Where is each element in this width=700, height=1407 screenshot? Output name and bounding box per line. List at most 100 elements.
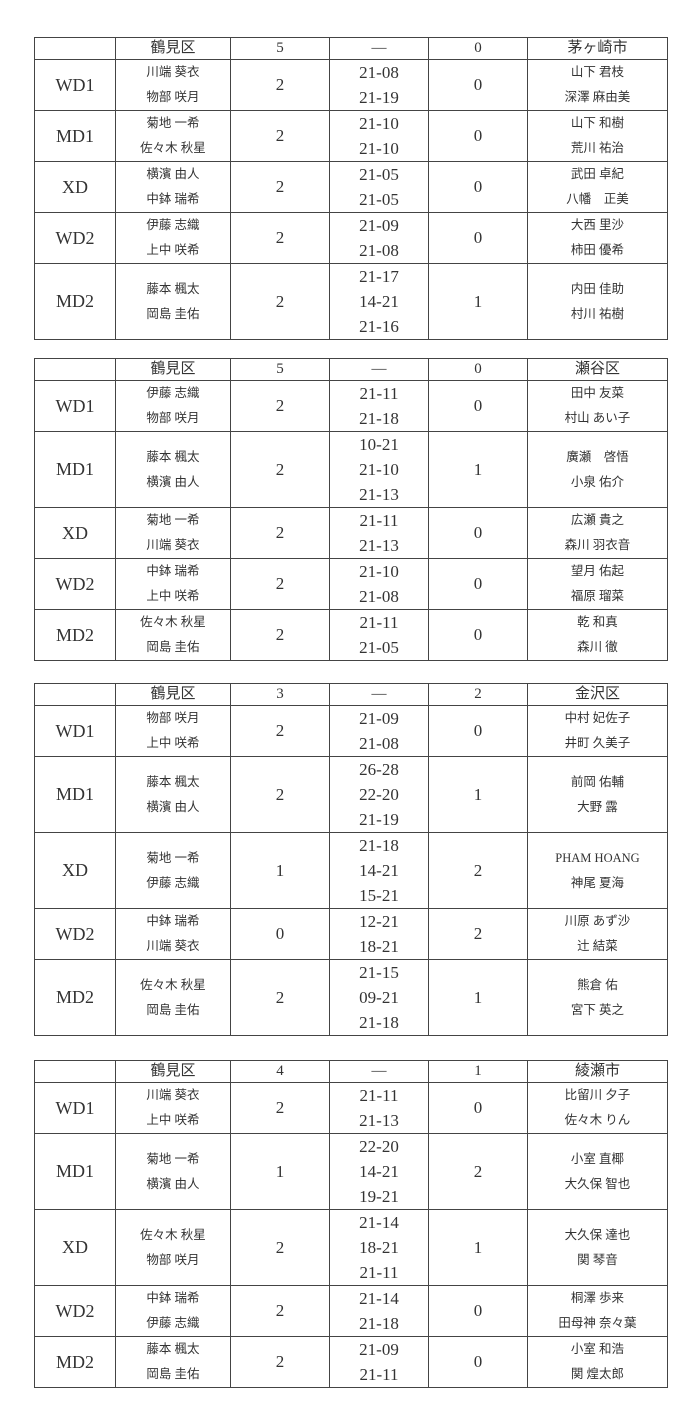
home-games-won: 2 <box>230 212 330 264</box>
player-name: 中鉢 瑞希 <box>146 564 200 578</box>
player-name: 川原 あず沙 <box>564 914 631 928</box>
home-players: 菊地 一希 横濱 由人 <box>115 1133 231 1210</box>
away-players: 乾 和真 森川 徹 <box>527 609 668 661</box>
away-players: 小室 和浩関 煌太郎 <box>527 1336 668 1388</box>
game-row: XD 横濱 由人 中鉢 瑞希 2 21-05 21-05 0 武田 卓紀 八幡 正美 <box>34 161 668 213</box>
away-games-won: 1 <box>428 959 528 1036</box>
game-scores: 21-05 21-05 <box>329 161 429 213</box>
away-games-won: 0 <box>428 380 528 432</box>
game-score: 21-15 <box>359 963 399 982</box>
player-name: 廣瀬 啓悟 <box>566 449 629 464</box>
game-row: MD2 藤本 楓太 岡島 圭佑 2 21-09 21-11 0 小室 和浩関 煌太郎 <box>34 1336 668 1388</box>
event-label: WD2 <box>34 212 116 264</box>
game-scores: 22-20 14-21 19-21 <box>329 1133 429 1210</box>
game-scores: 21-09 21-11 <box>329 1336 429 1388</box>
away-team: 茅ヶ崎市 <box>527 37 668 60</box>
home-players: 藤本 楓太 岡島 圭佑 <box>115 263 231 340</box>
game-score: 21-10 <box>359 460 399 479</box>
home-players: 藤本 楓太 横濱 由人 <box>115 431 231 508</box>
home-team: 鶴見区 <box>115 37 231 60</box>
away-games-won: 0 <box>428 110 528 162</box>
home-total-score: 5 <box>230 358 330 381</box>
player-name: 神尾 夏海 <box>570 875 625 890</box>
game-row: MD2 佐々木 秋星 岡島 圭佑 2 21-15 09-21 21-18 1 熊倉 佑宮下 英之 <box>34 959 668 1036</box>
player-name: 大久保 智也 <box>564 1176 631 1191</box>
player-name: 物部 咲月 <box>146 711 200 725</box>
away-team: 金沢区 <box>527 683 668 706</box>
game-scores: 21-08 21-19 <box>329 59 429 111</box>
match-table: 鶴見区 4—1 綾瀬市 WD1 川端 葵衣 上中 咲希 2 21-11 21-13 0 比留川 夕子… <box>34 1060 668 1388</box>
player-name: 物部 咲月 <box>146 1252 200 1267</box>
player-name: 乾 和真 <box>577 615 618 629</box>
game-score: 21-16 <box>359 317 399 336</box>
game-score: 14-21 <box>359 1162 399 1181</box>
game-scores: 21-15 09-21 21-18 <box>329 959 429 1036</box>
game-score: 21-19 <box>359 810 399 829</box>
game-row: MD1 菊地 一希 佐々木 秋星 2 21-10 21-10 0 山下 和樹 荒川 祐治 <box>34 110 668 162</box>
home-games-won: 2 <box>230 1209 330 1286</box>
event-label: MD1 <box>34 756 116 833</box>
player-name: 井町 久美子 <box>564 736 631 750</box>
game-score: 21-08 <box>359 241 399 260</box>
game-score: 21-05 <box>359 190 399 209</box>
player-name: 関 琴音 <box>577 1252 618 1267</box>
game-score: 12-21 <box>359 912 399 931</box>
home-games-won: 2 <box>230 263 330 340</box>
score-separator: — <box>329 358 429 381</box>
game-scores: 21-10 21-10 <box>329 110 429 162</box>
player-name: 川端 葵衣 <box>146 65 200 79</box>
game-row: MD2 藤本 楓太 岡島 圭佑 2 21-17 14-21 21-16 1 内田 佳助 村川 祐樹 <box>34 263 668 340</box>
game-row: WD2 中鉢 瑞希 上中 咲希 2 21-10 21-08 0 望月 佑起 福原 瑠菜 <box>34 558 668 610</box>
player-name: 菊地 一希 <box>146 850 200 865</box>
player-name: 菊地 一希 <box>146 1151 200 1166</box>
game-score: 21-17 <box>359 267 399 286</box>
event-label: MD1 <box>34 1133 116 1210</box>
player-name: 田母神 奈々葉 <box>558 1316 637 1330</box>
game-scores: 21-11 21-13 <box>329 1082 429 1134</box>
game-score: 21-11 <box>359 1263 399 1282</box>
away-games-won: 0 <box>428 1285 528 1337</box>
game-score: 21-11 <box>359 1365 399 1384</box>
home-games-won: 1 <box>230 832 330 909</box>
player-name: 大久保 達也 <box>564 1227 631 1242</box>
game-score: 21-10 <box>359 562 399 581</box>
away-games-won: 0 <box>428 1336 528 1388</box>
player-name: 横濱 由人 <box>146 799 200 814</box>
game-score: 21-18 <box>359 1314 399 1333</box>
match-header-row: 鶴見区 5—0 瀬谷区 <box>34 358 668 381</box>
game-scores: 21-11 21-18 <box>329 380 429 432</box>
player-name: 福原 瑠菜 <box>570 589 625 603</box>
player-name: 横濱 由人 <box>146 167 200 181</box>
away-team: 綾瀬市 <box>527 1060 668 1083</box>
game-row: XD 菊地 一希 伊藤 志織 1 21-18 14-21 15-21 2 PHAM HOANG 神… <box>34 832 668 909</box>
player-name: 小室 直椰 <box>570 1151 625 1166</box>
match-header-row: 鶴見区 5—0 茅ヶ崎市 <box>34 37 668 60</box>
game-score: 21-09 <box>359 216 399 235</box>
player-name: 佐々木 りん <box>564 1113 631 1127</box>
player-name: 比留川 夕子 <box>564 1088 631 1102</box>
home-players: 川端 葵衣 物部 咲月 <box>115 59 231 111</box>
game-scores: 21-11 21-13 <box>329 507 429 559</box>
away-players: 廣瀬 啓悟 小泉 佑介 <box>527 431 668 508</box>
home-players: 横濱 由人 中鉢 瑞希 <box>115 161 231 213</box>
player-name: 横濱 由人 <box>146 474 200 489</box>
game-score: 21-05 <box>359 638 399 657</box>
header-blank <box>34 358 116 381</box>
player-name: 川端 葵衣 <box>146 1088 200 1102</box>
away-players: 山下 君枝 深澤 麻由美 <box>527 59 668 111</box>
away-games-won: 0 <box>428 609 528 661</box>
player-name: 藤本 楓太 <box>146 774 200 789</box>
game-score: 22-20 <box>359 1137 399 1156</box>
home-players: 伊藤 志織 上中 咲希 <box>115 212 231 264</box>
home-players: 藤本 楓太 岡島 圭佑 <box>115 1336 231 1388</box>
game-row: MD2 佐々木 秋星 岡島 圭佑 2 21-11 21-05 0 乾 和真 森川 徹 <box>34 609 668 661</box>
game-score: 15-21 <box>359 886 399 905</box>
game-row: WD1 伊藤 志織 物部 咲月 2 21-11 21-18 0 田中 友菜 村山 あい子 <box>34 380 668 432</box>
game-scores: 12-21 18-21 <box>329 908 429 960</box>
away-games-won: 0 <box>428 1082 528 1134</box>
player-name: 村川 祐樹 <box>570 306 625 321</box>
player-name: 中鉢 瑞希 <box>146 914 200 928</box>
player-name: 岡島 圭佑 <box>146 1002 200 1017</box>
player-name: 森川 徹 <box>577 640 618 654</box>
score-separator: — <box>329 1060 429 1083</box>
